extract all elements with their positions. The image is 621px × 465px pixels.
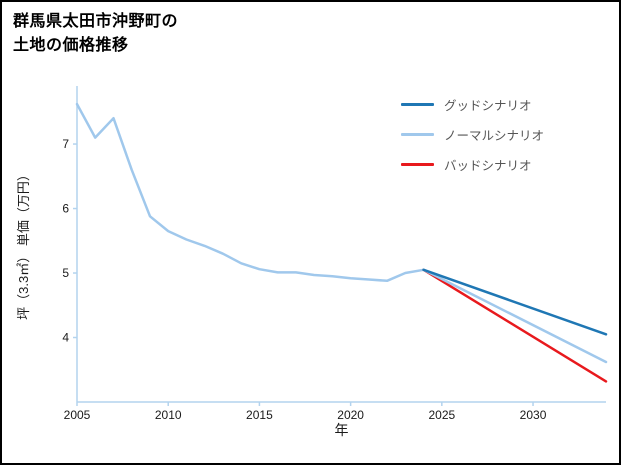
y-tick-label: 7 xyxy=(62,137,69,151)
chart-title-line2: 土地の価格推移 xyxy=(13,37,129,54)
legend-label-normal-scenario: ノーマルシナリオ xyxy=(444,129,545,143)
chart-title-line1: 群馬県太田市沖野町の xyxy=(13,13,179,30)
x-tick-label: 2030 xyxy=(520,408,547,422)
y-axis-title: 坪（3.3㎡） 単価（万円） xyxy=(16,168,31,320)
chart-title: 群馬県太田市沖野町の 土地の価格推移 xyxy=(13,10,178,58)
x-axis-title: 年 xyxy=(335,422,349,438)
legend-item-good-scenario[interactable]: グッドシナリオ xyxy=(401,95,544,114)
series-normal-line xyxy=(422,268,608,364)
x-tick-label: 2010 xyxy=(155,408,182,422)
series-bad-line xyxy=(422,268,608,383)
legend-label-good-scenario: グッドシナリオ xyxy=(444,99,532,113)
y-tick-label: 6 xyxy=(62,202,69,216)
normal-scenario-line-swatch xyxy=(401,133,434,136)
good-scenario-line-swatch xyxy=(401,103,434,106)
x-tick-label: 2005 xyxy=(64,408,91,422)
y-tick-label: 5 xyxy=(62,266,69,280)
x-tick-label: 2025 xyxy=(428,408,455,422)
y-tick-label: 4 xyxy=(62,331,69,345)
legend-item-bad-scenario[interactable]: バッドシナリオ xyxy=(401,155,544,174)
x-tick-label: 2015 xyxy=(246,408,273,422)
legend-item-normal-scenario[interactable]: ノーマルシナリオ xyxy=(401,125,544,144)
series-history-line xyxy=(75,102,425,283)
legend-label-bad-scenario: バッドシナリオ xyxy=(444,159,532,173)
x-tick-label: 2020 xyxy=(337,408,364,422)
series-good-line xyxy=(422,268,608,336)
chart-legend: グッドシナリオ ノーマルシナリオ バッドシナリオ xyxy=(401,95,544,174)
bad-scenario-line-swatch xyxy=(401,163,434,166)
